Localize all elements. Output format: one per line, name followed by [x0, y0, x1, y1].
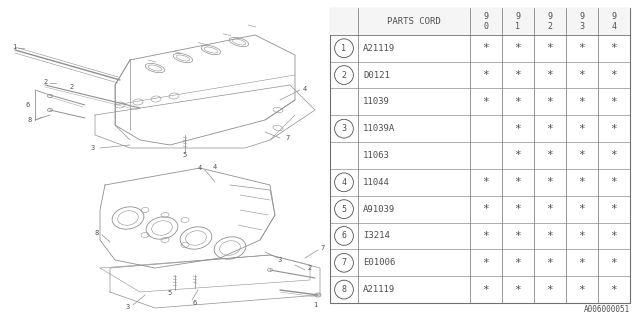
Text: A006000051: A006000051 — [584, 305, 630, 314]
Text: *: * — [611, 150, 618, 161]
Text: 6: 6 — [193, 300, 197, 306]
Text: 1: 1 — [313, 302, 317, 308]
Text: *: * — [483, 70, 490, 80]
Text: 6: 6 — [342, 231, 346, 240]
Text: *: * — [579, 258, 586, 268]
Text: *: * — [611, 97, 618, 107]
Text: 8: 8 — [28, 117, 32, 123]
Text: 9: 9 — [579, 12, 584, 21]
Text: 7: 7 — [320, 245, 324, 251]
Text: *: * — [515, 231, 522, 241]
Text: 3: 3 — [579, 22, 584, 31]
Text: *: * — [547, 43, 554, 53]
Text: E01006: E01006 — [363, 258, 396, 267]
Text: *: * — [579, 231, 586, 241]
Text: 9: 9 — [611, 12, 616, 21]
Bar — [330, 8, 630, 303]
Text: 1: 1 — [515, 22, 520, 31]
Text: *: * — [483, 204, 490, 214]
Text: 9: 9 — [547, 12, 552, 21]
Text: *: * — [483, 258, 490, 268]
Text: 4: 4 — [342, 178, 346, 187]
Text: *: * — [611, 204, 618, 214]
Text: *: * — [547, 124, 554, 134]
Text: *: * — [611, 177, 618, 187]
Text: *: * — [579, 177, 586, 187]
Text: *: * — [515, 284, 522, 295]
Text: 5: 5 — [342, 204, 346, 214]
Text: A21119: A21119 — [363, 285, 396, 294]
Text: *: * — [483, 43, 490, 53]
Text: *: * — [483, 231, 490, 241]
Text: *: * — [579, 204, 586, 214]
Text: *: * — [579, 124, 586, 134]
Text: 4: 4 — [303, 86, 307, 92]
Text: *: * — [515, 204, 522, 214]
Text: 3: 3 — [278, 257, 282, 263]
Text: *: * — [515, 70, 522, 80]
Text: *: * — [611, 258, 618, 268]
Text: *: * — [515, 124, 522, 134]
Text: 11039A: 11039A — [363, 124, 396, 133]
Text: *: * — [611, 70, 618, 80]
Text: *: * — [611, 43, 618, 53]
Text: 1: 1 — [342, 44, 346, 53]
Text: *: * — [547, 70, 554, 80]
Text: D0121: D0121 — [363, 70, 390, 80]
Text: *: * — [579, 70, 586, 80]
Text: 4: 4 — [611, 22, 616, 31]
Text: *: * — [547, 204, 554, 214]
Text: *: * — [611, 124, 618, 134]
Text: 6: 6 — [26, 102, 30, 108]
Text: 2: 2 — [342, 70, 346, 80]
Text: *: * — [483, 177, 490, 187]
Text: *: * — [515, 177, 522, 187]
Bar — [330, 8, 630, 35]
Text: 4: 4 — [198, 165, 202, 171]
Text: *: * — [483, 97, 490, 107]
Text: 3: 3 — [126, 304, 130, 310]
Text: *: * — [515, 97, 522, 107]
Text: *: * — [515, 43, 522, 53]
Text: 5: 5 — [168, 290, 172, 296]
Text: *: * — [547, 231, 554, 241]
Text: *: * — [547, 177, 554, 187]
Text: 8: 8 — [342, 285, 346, 294]
Text: 11044: 11044 — [363, 178, 390, 187]
Text: 9: 9 — [483, 12, 488, 21]
Text: *: * — [579, 43, 586, 53]
Text: *: * — [515, 150, 522, 161]
Text: 0: 0 — [483, 22, 488, 31]
Text: 11063: 11063 — [363, 151, 390, 160]
Text: *: * — [483, 284, 490, 295]
Text: 2: 2 — [547, 22, 552, 31]
Text: 9: 9 — [515, 12, 520, 21]
Text: 3: 3 — [91, 145, 95, 151]
Text: *: * — [515, 258, 522, 268]
Text: 2: 2 — [44, 79, 48, 85]
Text: *: * — [547, 150, 554, 161]
Text: 3: 3 — [342, 124, 346, 133]
Text: A21119: A21119 — [363, 44, 396, 53]
Text: 7: 7 — [285, 135, 289, 141]
Text: *: * — [611, 284, 618, 295]
Text: 2: 2 — [70, 84, 74, 90]
Text: *: * — [611, 231, 618, 241]
Text: PARTS CORD: PARTS CORD — [387, 17, 441, 26]
Text: 4: 4 — [213, 164, 217, 170]
Text: *: * — [547, 97, 554, 107]
Text: *: * — [579, 284, 586, 295]
Text: *: * — [579, 150, 586, 161]
Text: 11039: 11039 — [363, 97, 390, 106]
Text: A91039: A91039 — [363, 204, 396, 214]
Text: *: * — [547, 284, 554, 295]
Text: 2: 2 — [308, 265, 312, 271]
Text: *: * — [579, 97, 586, 107]
Text: *: * — [547, 258, 554, 268]
Text: 8: 8 — [95, 230, 99, 236]
Text: 7: 7 — [342, 258, 346, 267]
Text: I3214: I3214 — [363, 231, 390, 240]
Text: 1: 1 — [12, 44, 16, 50]
Text: 5: 5 — [183, 152, 187, 158]
